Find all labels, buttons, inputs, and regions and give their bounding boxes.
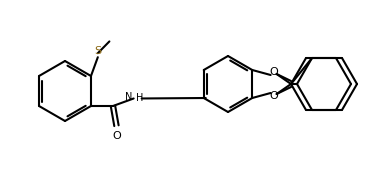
Text: O: O [269,91,278,101]
Text: H: H [136,94,143,103]
Text: N: N [125,92,133,102]
Text: O: O [269,67,278,77]
Text: O: O [112,131,121,141]
Text: S: S [94,46,101,56]
